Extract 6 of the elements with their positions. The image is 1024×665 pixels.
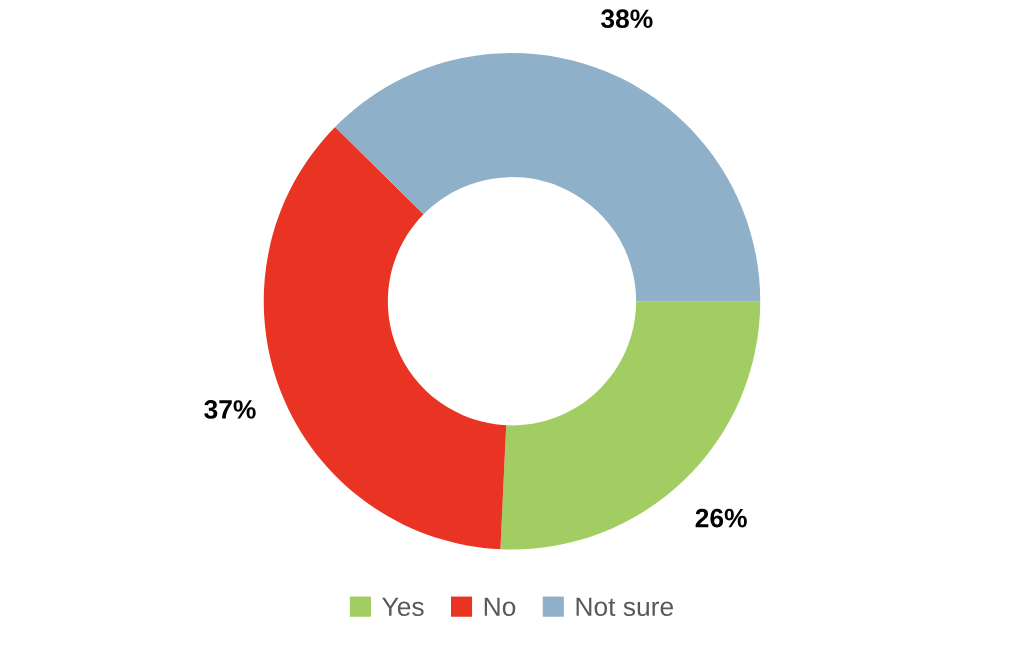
data-label: 37% (204, 400, 256, 419)
data-label: 26% (695, 508, 747, 528)
legend-label: No (484, 597, 516, 617)
legend-label: Not sure (576, 597, 673, 617)
legend-label: Yes (382, 597, 424, 617)
data-label: 38% (601, 9, 653, 29)
